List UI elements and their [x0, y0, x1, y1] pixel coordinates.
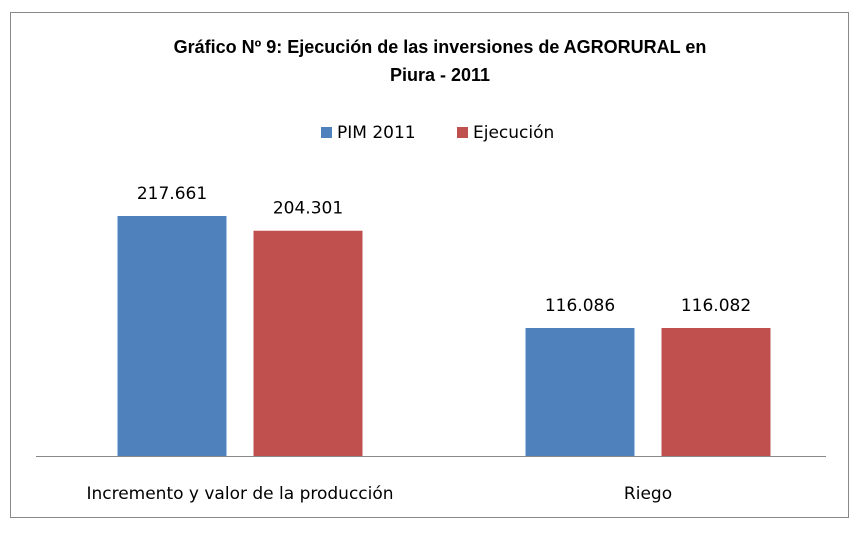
- bar: [117, 216, 227, 456]
- bar: [525, 327, 635, 456]
- x-tick-label: Incremento y valor de la producción: [86, 484, 393, 504]
- legend-swatch: [321, 127, 332, 138]
- legend-label: Ejecución: [473, 123, 554, 143]
- chart-title: Piura - 2011: [390, 65, 490, 85]
- bar: [661, 328, 771, 456]
- data-label: 217.661: [137, 184, 207, 204]
- chart-title: Gráfico Nº 9: Ejecución de las inversion…: [174, 37, 707, 57]
- data-label: 116.082: [681, 296, 751, 316]
- legend-label: PIM 2011: [337, 123, 416, 143]
- data-label: 116.086: [545, 296, 615, 316]
- data-label: 204.301: [273, 199, 343, 219]
- bar: [253, 230, 363, 456]
- x-tick-label: Riego: [624, 484, 672, 504]
- legend-swatch: [457, 127, 468, 138]
